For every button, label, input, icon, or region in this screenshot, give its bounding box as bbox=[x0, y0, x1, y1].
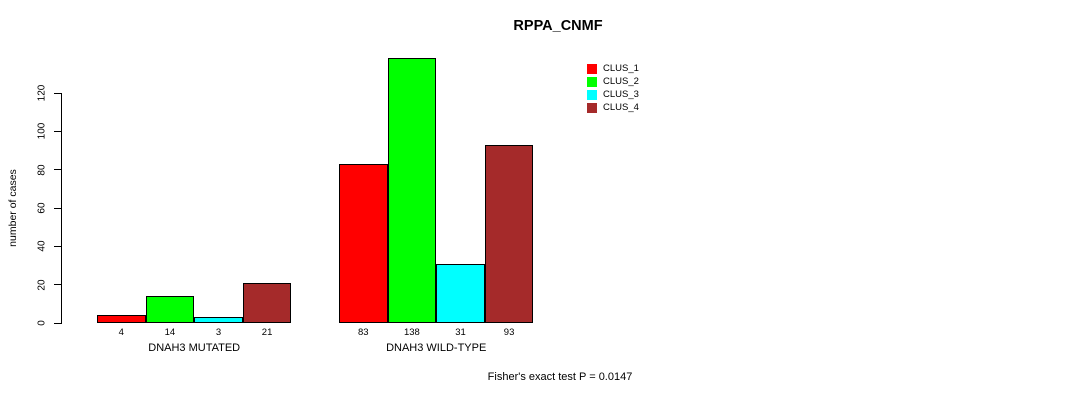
chart-title: RPPA_CNMF bbox=[513, 18, 603, 34]
y-tick-label: 20 bbox=[36, 279, 48, 291]
y-tick-mark bbox=[54, 169, 61, 171]
legend-swatch-icon bbox=[587, 102, 597, 113]
y-axis-line bbox=[61, 93, 62, 324]
legend-label: CLUS_1 bbox=[603, 63, 639, 74]
y-tick-label: 80 bbox=[36, 164, 48, 176]
y-tick-mark bbox=[54, 322, 61, 324]
bar-value-label: 138 bbox=[403, 327, 420, 338]
bar-clus_3 bbox=[436, 264, 485, 323]
legend-swatch-icon bbox=[587, 63, 597, 74]
y-tick-mark bbox=[54, 130, 61, 132]
bar-clus_4 bbox=[484, 145, 534, 323]
bar-clus_1 bbox=[97, 315, 146, 323]
legend: CLUS_1 CLUS_2 CLUS_3 CLUS_4 bbox=[587, 62, 639, 114]
legend-label: CLUS_2 bbox=[603, 76, 639, 87]
y-tick-label: 100 bbox=[36, 122, 48, 140]
fisher-test-annotation: Fisher's exact test P = 0.0147 bbox=[487, 371, 633, 383]
legend-swatch-icon bbox=[587, 89, 597, 100]
legend-item: CLUS_4 bbox=[587, 101, 639, 114]
bar-clus_1 bbox=[339, 164, 388, 323]
bar-clus_4 bbox=[242, 283, 292, 323]
bar-value-label: 4 bbox=[118, 327, 124, 338]
bar-value-label: 31 bbox=[455, 327, 466, 338]
y-tick-label: 40 bbox=[36, 240, 48, 252]
y-tick-mark bbox=[54, 207, 61, 209]
y-tick-label: 0 bbox=[36, 320, 48, 326]
bar-clus_3 bbox=[194, 317, 243, 323]
legend-label: CLUS_4 bbox=[603, 102, 639, 113]
group-label: DNAH3 WILD-TYPE bbox=[386, 342, 487, 354]
y-tick-mark bbox=[54, 245, 61, 247]
y-tick-label: 60 bbox=[36, 202, 48, 214]
legend-label: CLUS_3 bbox=[603, 89, 639, 100]
legend-item: CLUS_3 bbox=[587, 88, 639, 101]
group-label: DNAH3 MUTATED bbox=[148, 342, 241, 354]
legend-item: CLUS_1 bbox=[587, 62, 639, 75]
legend-item: CLUS_2 bbox=[587, 75, 639, 88]
bar-value-label: 3 bbox=[215, 327, 222, 338]
bar-value-label: 83 bbox=[358, 327, 369, 338]
bar-value-label: 93 bbox=[503, 327, 515, 338]
legend-swatch-icon bbox=[587, 76, 597, 87]
bar-clus_2 bbox=[145, 296, 195, 323]
y-tick-label: 120 bbox=[36, 84, 48, 102]
y-tick-mark bbox=[54, 92, 61, 94]
bar-value-label: 14 bbox=[164, 327, 176, 338]
y-tick-mark bbox=[54, 284, 61, 286]
bar-value-label: 21 bbox=[261, 327, 273, 338]
y-axis-title: number of cases bbox=[7, 169, 19, 247]
bar-clus_2 bbox=[387, 58, 437, 323]
